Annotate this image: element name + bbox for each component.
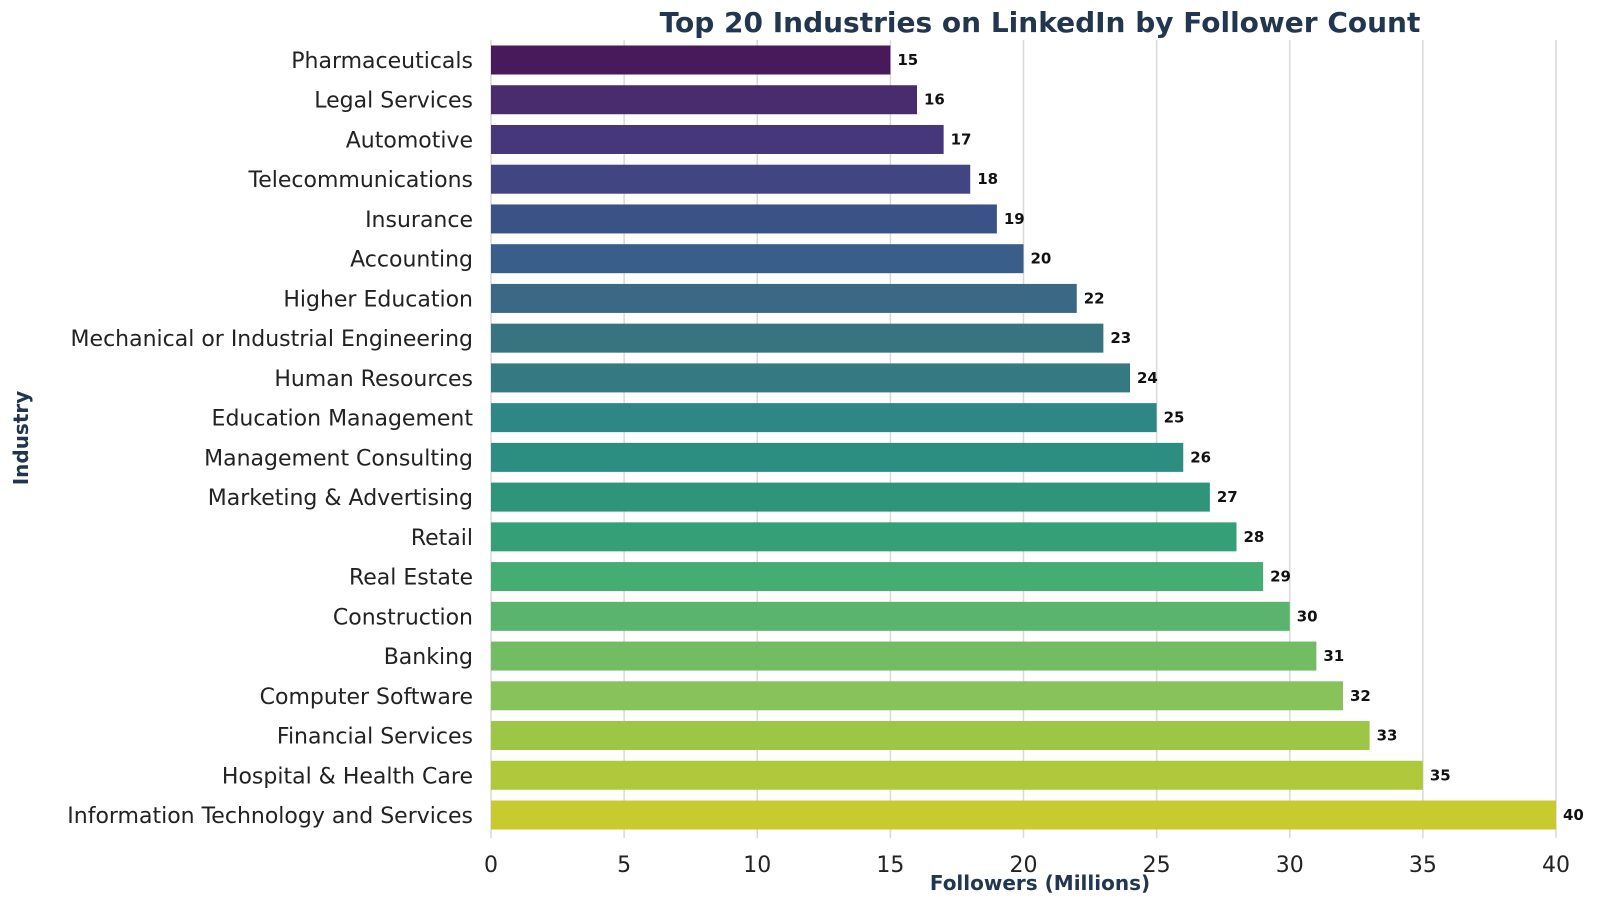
bar xyxy=(491,760,1423,790)
bars xyxy=(491,45,1556,830)
category-label: Mechanical or Industrial Engineering xyxy=(71,327,473,352)
x-tick-label: 30 xyxy=(1276,853,1304,878)
bar xyxy=(491,601,1290,631)
data-label: 29 xyxy=(1270,568,1291,586)
bar xyxy=(491,681,1343,711)
bar xyxy=(491,323,1104,353)
bar xyxy=(491,403,1157,433)
data-label: 40 xyxy=(1563,806,1584,824)
bar xyxy=(491,283,1077,313)
x-tick-label: 25 xyxy=(1143,853,1171,878)
x-axis-label: Followers (Millions) xyxy=(930,871,1150,895)
bar xyxy=(491,164,971,194)
category-label: Accounting xyxy=(350,248,473,273)
category-label: Telecommunications xyxy=(248,168,473,193)
y-tick-labels: Pharmaceuticals Legal Services Automotive T… xyxy=(67,49,473,829)
category-label: Education Management xyxy=(212,407,474,432)
data-label: 27 xyxy=(1217,488,1238,506)
x-tick-label: 35 xyxy=(1409,853,1437,878)
x-tick-label: 5 xyxy=(617,853,631,878)
gridlines xyxy=(490,40,1557,838)
category-label: Banking xyxy=(384,645,473,670)
x-tick-label: 40 xyxy=(1542,853,1570,878)
bar xyxy=(491,482,1210,512)
category-label: Computer Software xyxy=(260,685,473,710)
category-label: Marketing & Advertising xyxy=(208,486,473,511)
data-label: 33 xyxy=(1377,727,1398,745)
category-label: Human Resources xyxy=(274,367,473,392)
bar xyxy=(491,721,1370,751)
x-tick-labels: 0 5 10 15 20 25 30 35 40 xyxy=(484,853,1570,878)
bar xyxy=(491,562,1264,592)
x-tick-label: 20 xyxy=(1010,853,1038,878)
category-label: Construction xyxy=(333,605,473,630)
x-tick-label: 10 xyxy=(743,853,771,878)
chart-title: Top 20 Industries on LinkedIn by Followe… xyxy=(660,6,1421,39)
data-label: 26 xyxy=(1190,448,1211,466)
data-label: 17 xyxy=(951,130,972,148)
bar xyxy=(491,204,997,234)
category-label: Retail xyxy=(411,526,473,551)
bar xyxy=(491,442,1184,472)
category-label: Management Consulting xyxy=(204,446,473,471)
data-label: 15 xyxy=(897,51,918,69)
bar xyxy=(491,124,944,154)
bar xyxy=(491,85,917,115)
y-axis-label: Industry xyxy=(9,391,33,486)
data-label: 28 xyxy=(1244,528,1265,546)
x-tick-label: 15 xyxy=(876,853,904,878)
category-label: Automotive xyxy=(346,128,473,153)
data-label: 18 xyxy=(977,170,998,188)
data-labels: 15 16 17 18 19 20 22 23 24 25 26 27 28 29 30 31 32 33 35 40 xyxy=(897,51,1584,824)
data-label: 23 xyxy=(1110,329,1131,347)
data-label: 30 xyxy=(1297,607,1318,625)
bar xyxy=(491,363,1130,393)
category-label: Insurance xyxy=(365,208,473,233)
data-label: 19 xyxy=(1004,210,1025,228)
category-label: Financial Services xyxy=(277,725,473,750)
category-label: Information Technology and Services xyxy=(67,804,473,829)
data-label: 16 xyxy=(924,91,945,109)
data-label: 24 xyxy=(1137,369,1158,387)
bar xyxy=(491,522,1237,552)
category-label: Real Estate xyxy=(349,566,473,591)
x-tick-label: 0 xyxy=(484,853,498,878)
bar xyxy=(491,45,891,75)
data-label: 25 xyxy=(1164,409,1185,427)
data-label: 35 xyxy=(1430,766,1451,784)
data-label: 32 xyxy=(1350,687,1371,705)
category-label: Legal Services xyxy=(314,89,473,114)
category-label: Pharmaceuticals xyxy=(291,49,473,74)
data-label: 20 xyxy=(1031,250,1052,268)
data-label: 31 xyxy=(1323,647,1344,665)
category-label: Hospital & Health Care xyxy=(222,764,473,789)
bar xyxy=(491,641,1317,671)
bar xyxy=(491,244,1024,274)
bar xyxy=(491,800,1556,830)
data-label: 22 xyxy=(1084,289,1105,307)
category-label: Higher Education xyxy=(283,287,473,312)
